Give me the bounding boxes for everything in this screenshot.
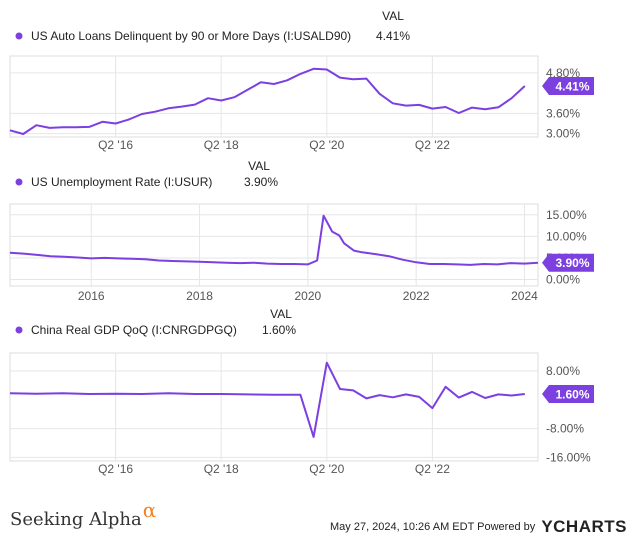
x-tick-label: Q2 '22: [415, 138, 450, 152]
plot-area: [9, 203, 539, 287]
current-value-label: 1.60%: [555, 388, 589, 402]
seeking-alpha-logo[interactable]: Seeking Alphaα: [10, 498, 156, 530]
brand-name: Seeking Alpha: [10, 509, 142, 530]
val-header: VAL: [270, 307, 292, 321]
x-tick-label: Q2 '18: [204, 138, 239, 152]
val-header: VAL: [382, 9, 404, 23]
x-tick-label: 2020: [294, 289, 321, 303]
alpha-icon: α: [142, 498, 157, 522]
y-tick-label: 0.00%: [546, 273, 580, 287]
x-tick-label: Q2 '16: [98, 138, 133, 152]
x-tick-label: Q2 '16: [98, 462, 133, 476]
footer-credit: May 27, 2024, 10:26 AM EDT Powered by YC…: [330, 515, 627, 536]
legend-label: China Real GDP QoQ (I:CNRGDPGQ): [31, 323, 237, 337]
series-line: [9, 67, 526, 135]
y-tick-label: 15.00%: [546, 208, 587, 222]
legend-dot-icon: [15, 32, 23, 40]
legend-value: 4.41%: [376, 29, 410, 43]
x-tick-label: 2024: [511, 289, 538, 303]
plot-area: [9, 55, 539, 138]
x-tick-label: 2018: [186, 289, 213, 303]
x-tick-label: Q2 '20: [309, 462, 344, 476]
series-line: [9, 361, 525, 438]
y-tick-label: 10.00%: [546, 229, 587, 243]
legend-value: 3.90%: [244, 175, 278, 189]
x-tick-label: Q2 '20: [309, 138, 344, 152]
ycharts-logo[interactable]: YCHARTS: [541, 517, 627, 536]
val-header: VAL: [248, 159, 270, 173]
footer: Seeking Alphaα May 27, 2024, 10:26 AM ED…: [0, 496, 635, 537]
y-tick-label: 3.60%: [546, 106, 580, 120]
x-tick-label: Q2 '18: [204, 462, 239, 476]
y-tick-label: 3.00%: [546, 127, 580, 141]
legend-dot-icon: [15, 178, 23, 186]
current-value-badge: [542, 385, 594, 404]
timestamp: May 27, 2024, 10:26 AM EDT Powered by: [330, 521, 536, 533]
legend-value: 1.60%: [262, 323, 296, 337]
series-line: [9, 214, 539, 266]
x-tick-label: 2022: [403, 289, 430, 303]
legend-dot-icon: [15, 326, 23, 334]
plot-area: [9, 352, 539, 462]
current-value-label: 4.41%: [555, 80, 589, 94]
x-tick-label: Q2 '22: [415, 462, 450, 476]
x-tick-label: 2016: [78, 289, 105, 303]
current-value-label: 3.90%: [555, 256, 589, 270]
current-value-badge: [542, 77, 594, 96]
y-tick-label: 4.80%: [546, 66, 580, 80]
y-tick-label: -8.00%: [546, 422, 584, 436]
legend-label: US Unemployment Rate (I:USUR): [31, 175, 212, 189]
y-tick-label: 8.00%: [546, 364, 580, 378]
y-tick-label: -16.00%: [546, 450, 591, 464]
current-value-badge: [542, 253, 594, 272]
legend-label: US Auto Loans Delinquent by 90 or More D…: [31, 29, 351, 43]
